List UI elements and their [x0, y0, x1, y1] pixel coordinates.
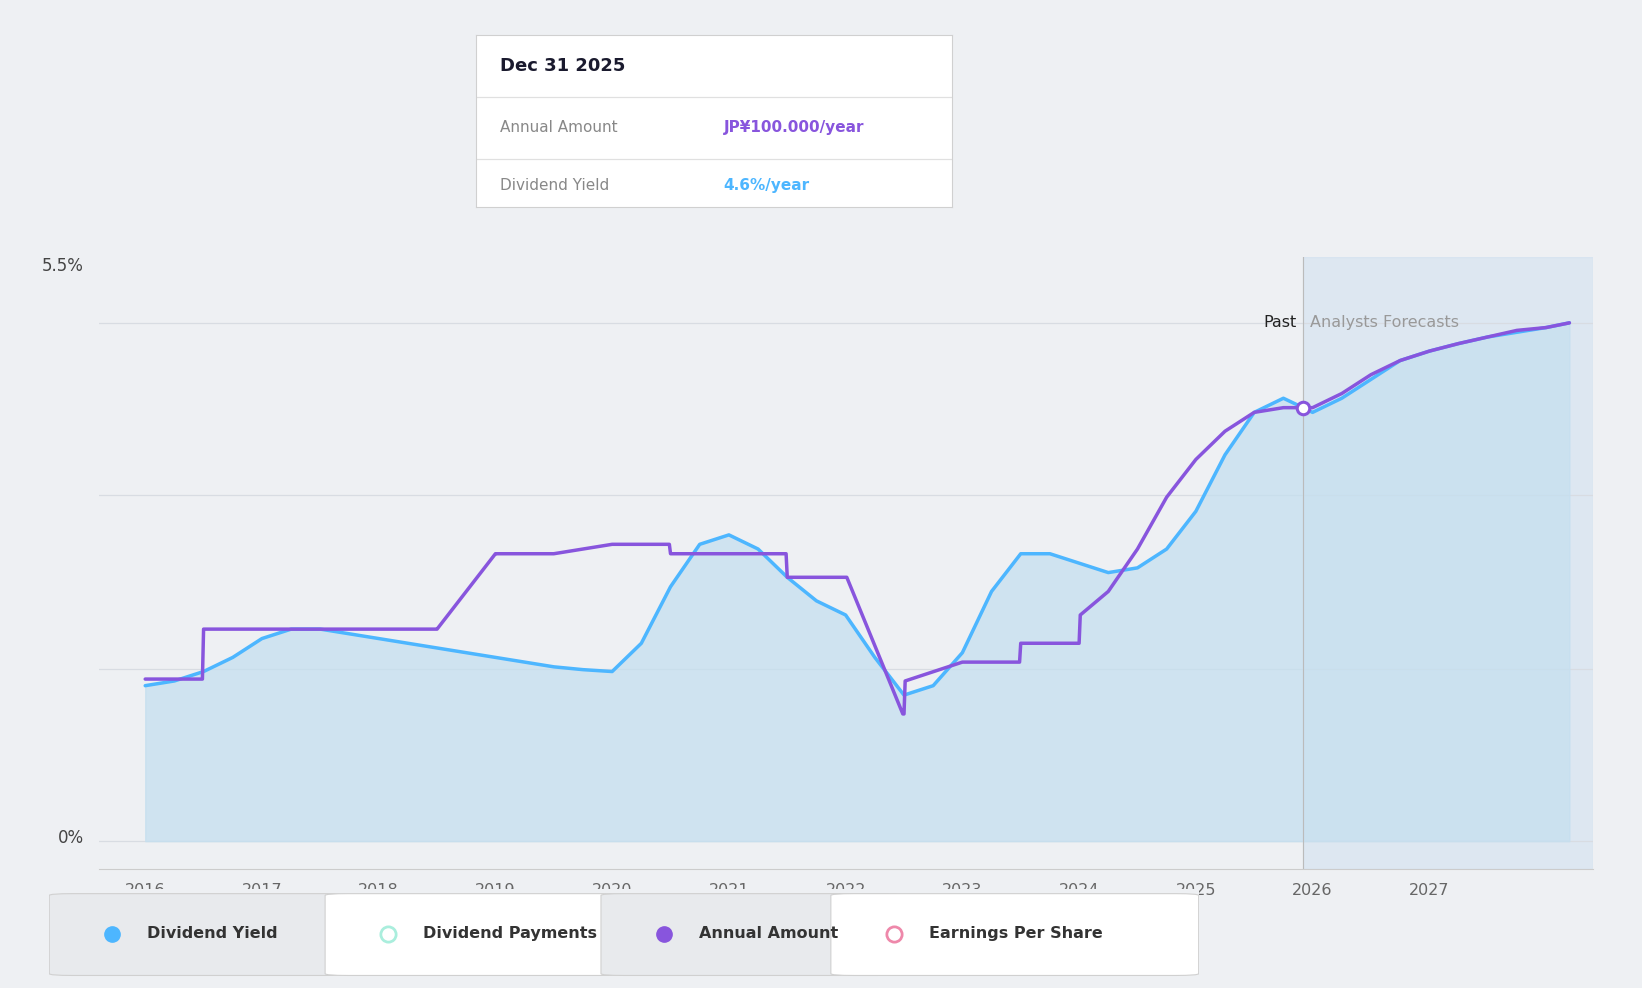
Text: Dividend Payments: Dividend Payments: [424, 926, 596, 942]
Text: Annual Amount: Annual Amount: [499, 121, 617, 135]
FancyBboxPatch shape: [601, 894, 900, 975]
Text: Dec 31 2025: Dec 31 2025: [499, 56, 626, 75]
FancyBboxPatch shape: [831, 894, 1199, 975]
Text: 5.5%: 5.5%: [41, 257, 84, 275]
Text: Dividend Yield: Dividend Yield: [499, 178, 609, 193]
Text: Earnings Per Share: Earnings Per Share: [928, 926, 1102, 942]
Text: 0%: 0%: [57, 829, 84, 847]
Text: 4.6%/year: 4.6%/year: [724, 178, 810, 193]
Text: Analysts Forecasts: Analysts Forecasts: [1310, 315, 1460, 330]
Text: Annual Amount: Annual Amount: [698, 926, 837, 942]
Text: JP¥100.000/year: JP¥100.000/year: [724, 121, 864, 135]
Text: Dividend Yield: Dividend Yield: [148, 926, 277, 942]
Bar: [1304, 257, 1593, 869]
FancyBboxPatch shape: [49, 894, 348, 975]
Text: Past: Past: [1263, 315, 1296, 330]
FancyBboxPatch shape: [325, 894, 624, 975]
